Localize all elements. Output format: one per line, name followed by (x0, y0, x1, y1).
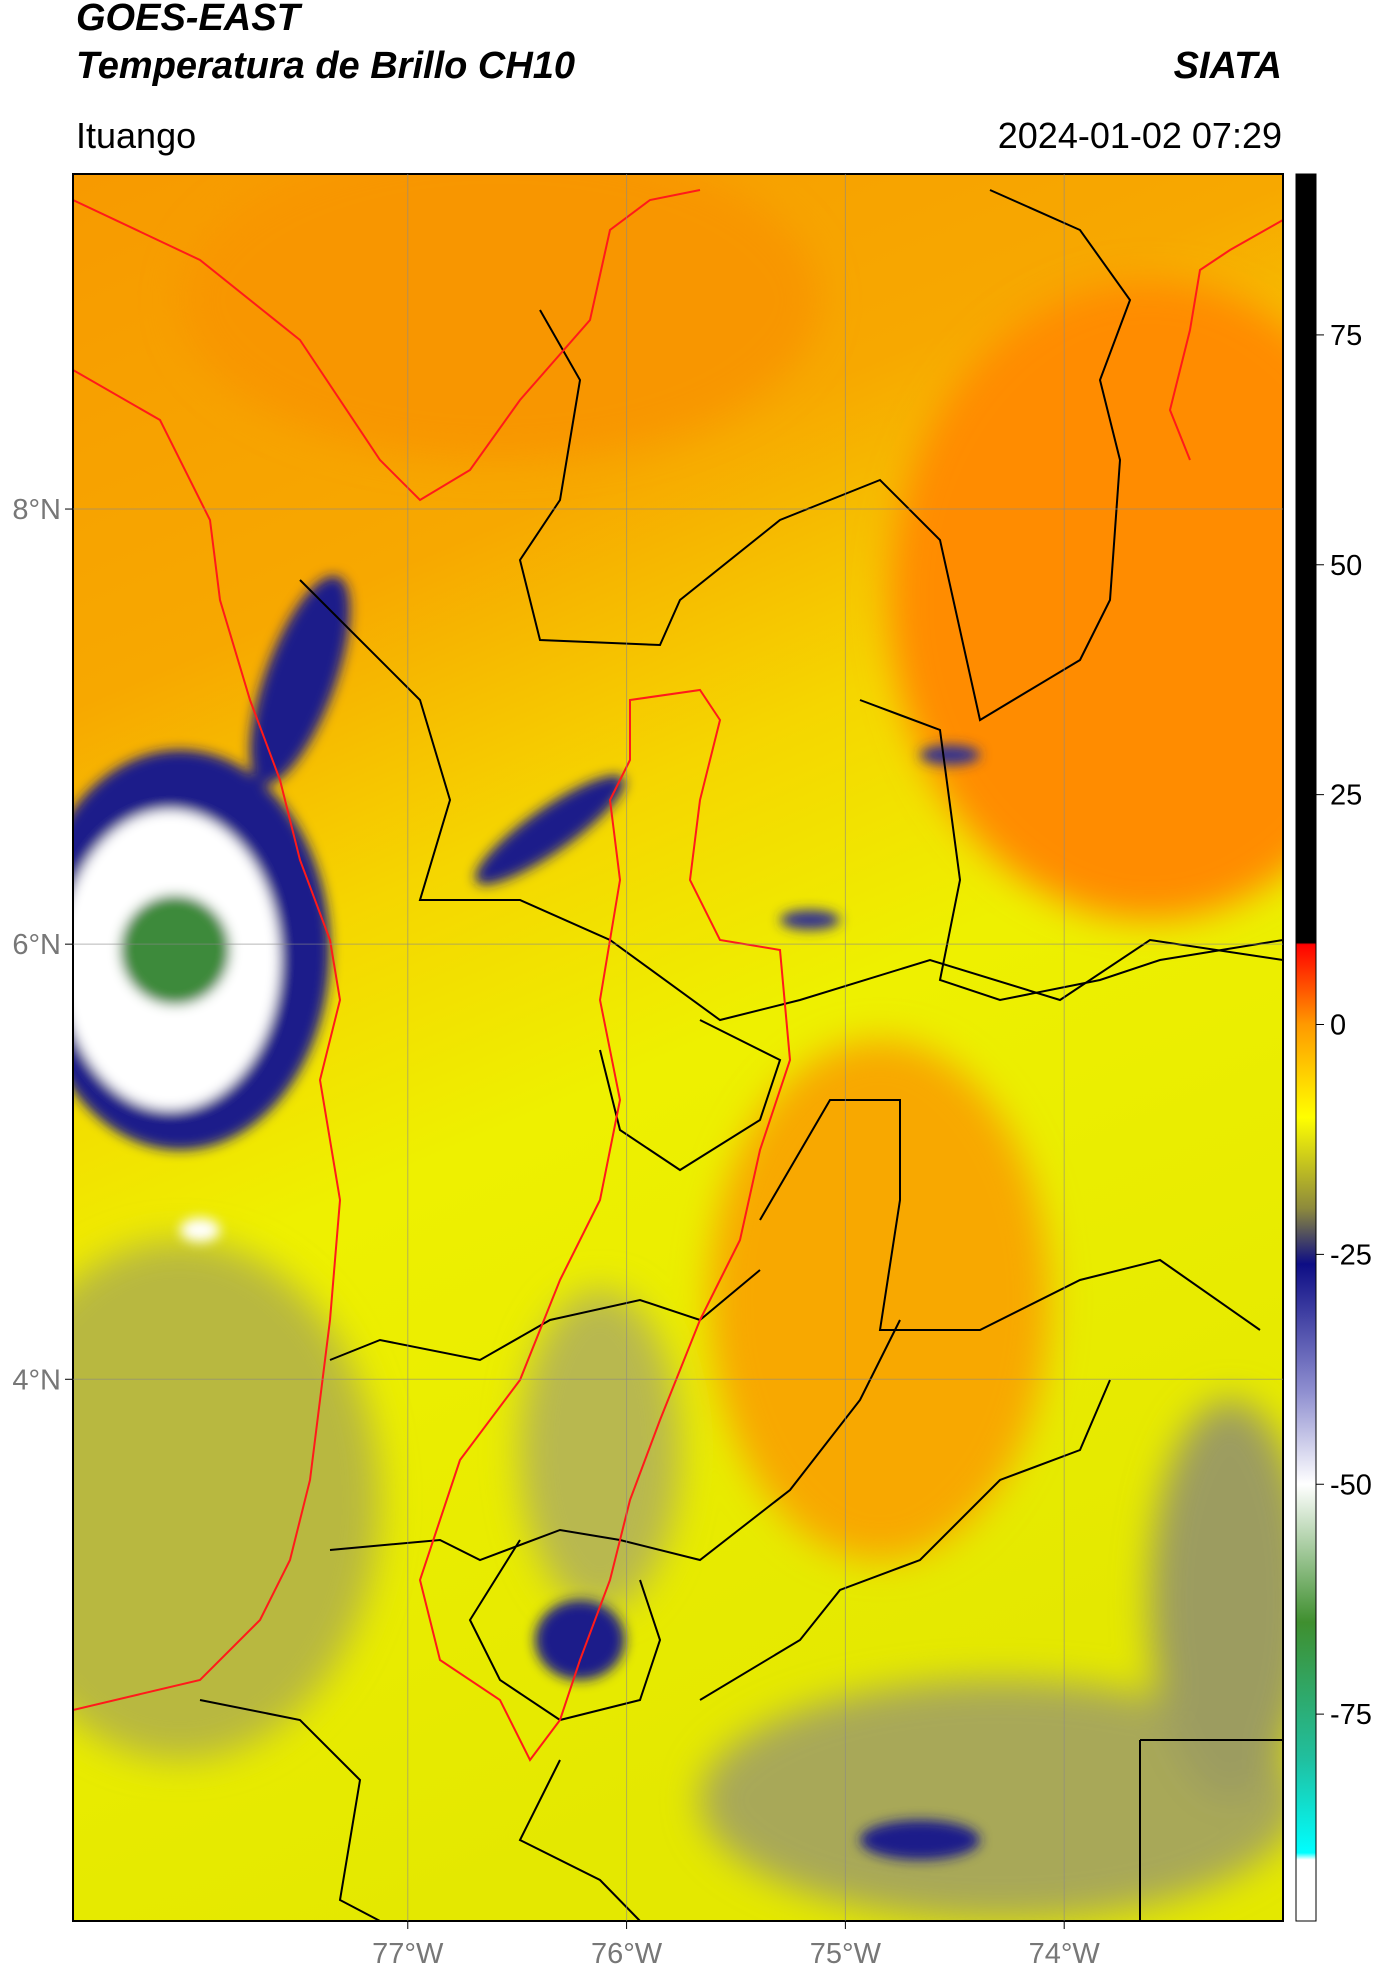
lat-label: 4°N (12, 1364, 61, 1396)
lon-label: 76°W (591, 1938, 663, 1970)
lat-label: 8°N (12, 494, 61, 526)
location: Ituango (76, 115, 196, 156)
colorbar (1295, 173, 1317, 1922)
title: GOES-EAST (76, 0, 303, 39)
datetime: 2024-01-02 07:29 (998, 115, 1282, 156)
colorbar-label: 25 (1330, 780, 1362, 812)
satellite-image (73, 174, 1283, 1921)
colorbar-label: -25 (1330, 1239, 1372, 1271)
lon-label: 75°W (810, 1938, 882, 1970)
colorbar-label: -75 (1330, 1699, 1372, 1731)
lon-label: 77°W (372, 1938, 444, 1970)
colorbar-label: 50 (1330, 550, 1362, 582)
lon-label: 74°W (1029, 1938, 1101, 1970)
title: Temperatura de Brillo CH10 (76, 45, 575, 87)
colorbar-label: 0 (1330, 1010, 1346, 1042)
colorbar-label: 75 (1330, 320, 1362, 352)
lat-label: 6°N (12, 929, 61, 961)
map-frame (72, 173, 1284, 1922)
colorbar-label: -50 (1330, 1469, 1372, 1501)
source: SIATA (1174, 45, 1282, 87)
